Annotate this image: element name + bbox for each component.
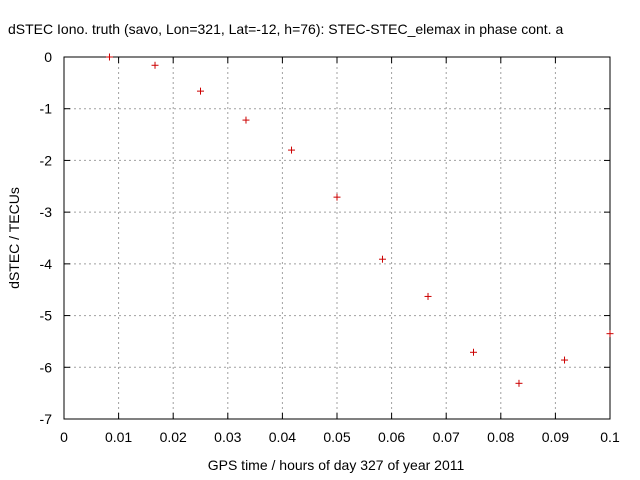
data-point (333, 193, 341, 201)
y-axis-label: dSTEC / TECUs (6, 187, 22, 289)
x-tick-label: 0.09 (542, 429, 569, 445)
data-point (288, 146, 296, 154)
x-tick-label: 0.04 (269, 429, 296, 445)
data-point (424, 292, 432, 300)
data-point (151, 61, 159, 69)
data-point (561, 356, 569, 364)
y-tick-label: -5 (40, 308, 53, 324)
data-point (606, 330, 614, 338)
x-tick-label: 0.07 (433, 429, 460, 445)
x-tick-label: 0.05 (323, 429, 350, 445)
x-tick-label: 0.1 (600, 429, 620, 445)
y-tick-label: -2 (40, 152, 53, 168)
data-points (105, 53, 614, 387)
grid (64, 57, 610, 419)
x-tick-label: 0.06 (378, 429, 405, 445)
x-tick-label: 0 (60, 429, 68, 445)
x-axis-label: GPS time / hours of day 327 of year 2011 (208, 457, 465, 473)
data-point (105, 53, 113, 61)
data-point (378, 255, 386, 263)
data-point (197, 87, 204, 95)
y-tick-label: 0 (44, 49, 52, 65)
data-point (242, 116, 250, 124)
axis-ticks: 0 0.01 0.02 0.03 0.04 0.05 0.06 0.07 0.08 0.09 0.1… (40, 49, 620, 445)
x-tick-label: 0.03 (214, 429, 241, 445)
data-point (470, 348, 477, 356)
y-tick-label: -7 (40, 411, 53, 427)
y-tick-label: -6 (40, 359, 53, 375)
x-tick-label: 0.08 (487, 429, 514, 445)
y-tick-label: -4 (40, 256, 53, 272)
x-tick-label: 0.02 (160, 429, 187, 445)
chart-title: dSTEC Iono. truth (savo, Lon=321, Lat=-1… (8, 21, 563, 37)
x-tick-label: 0.01 (105, 429, 132, 445)
y-tick-label: -1 (40, 101, 53, 117)
y-tick-label: -3 (40, 204, 53, 220)
data-point (515, 379, 523, 387)
